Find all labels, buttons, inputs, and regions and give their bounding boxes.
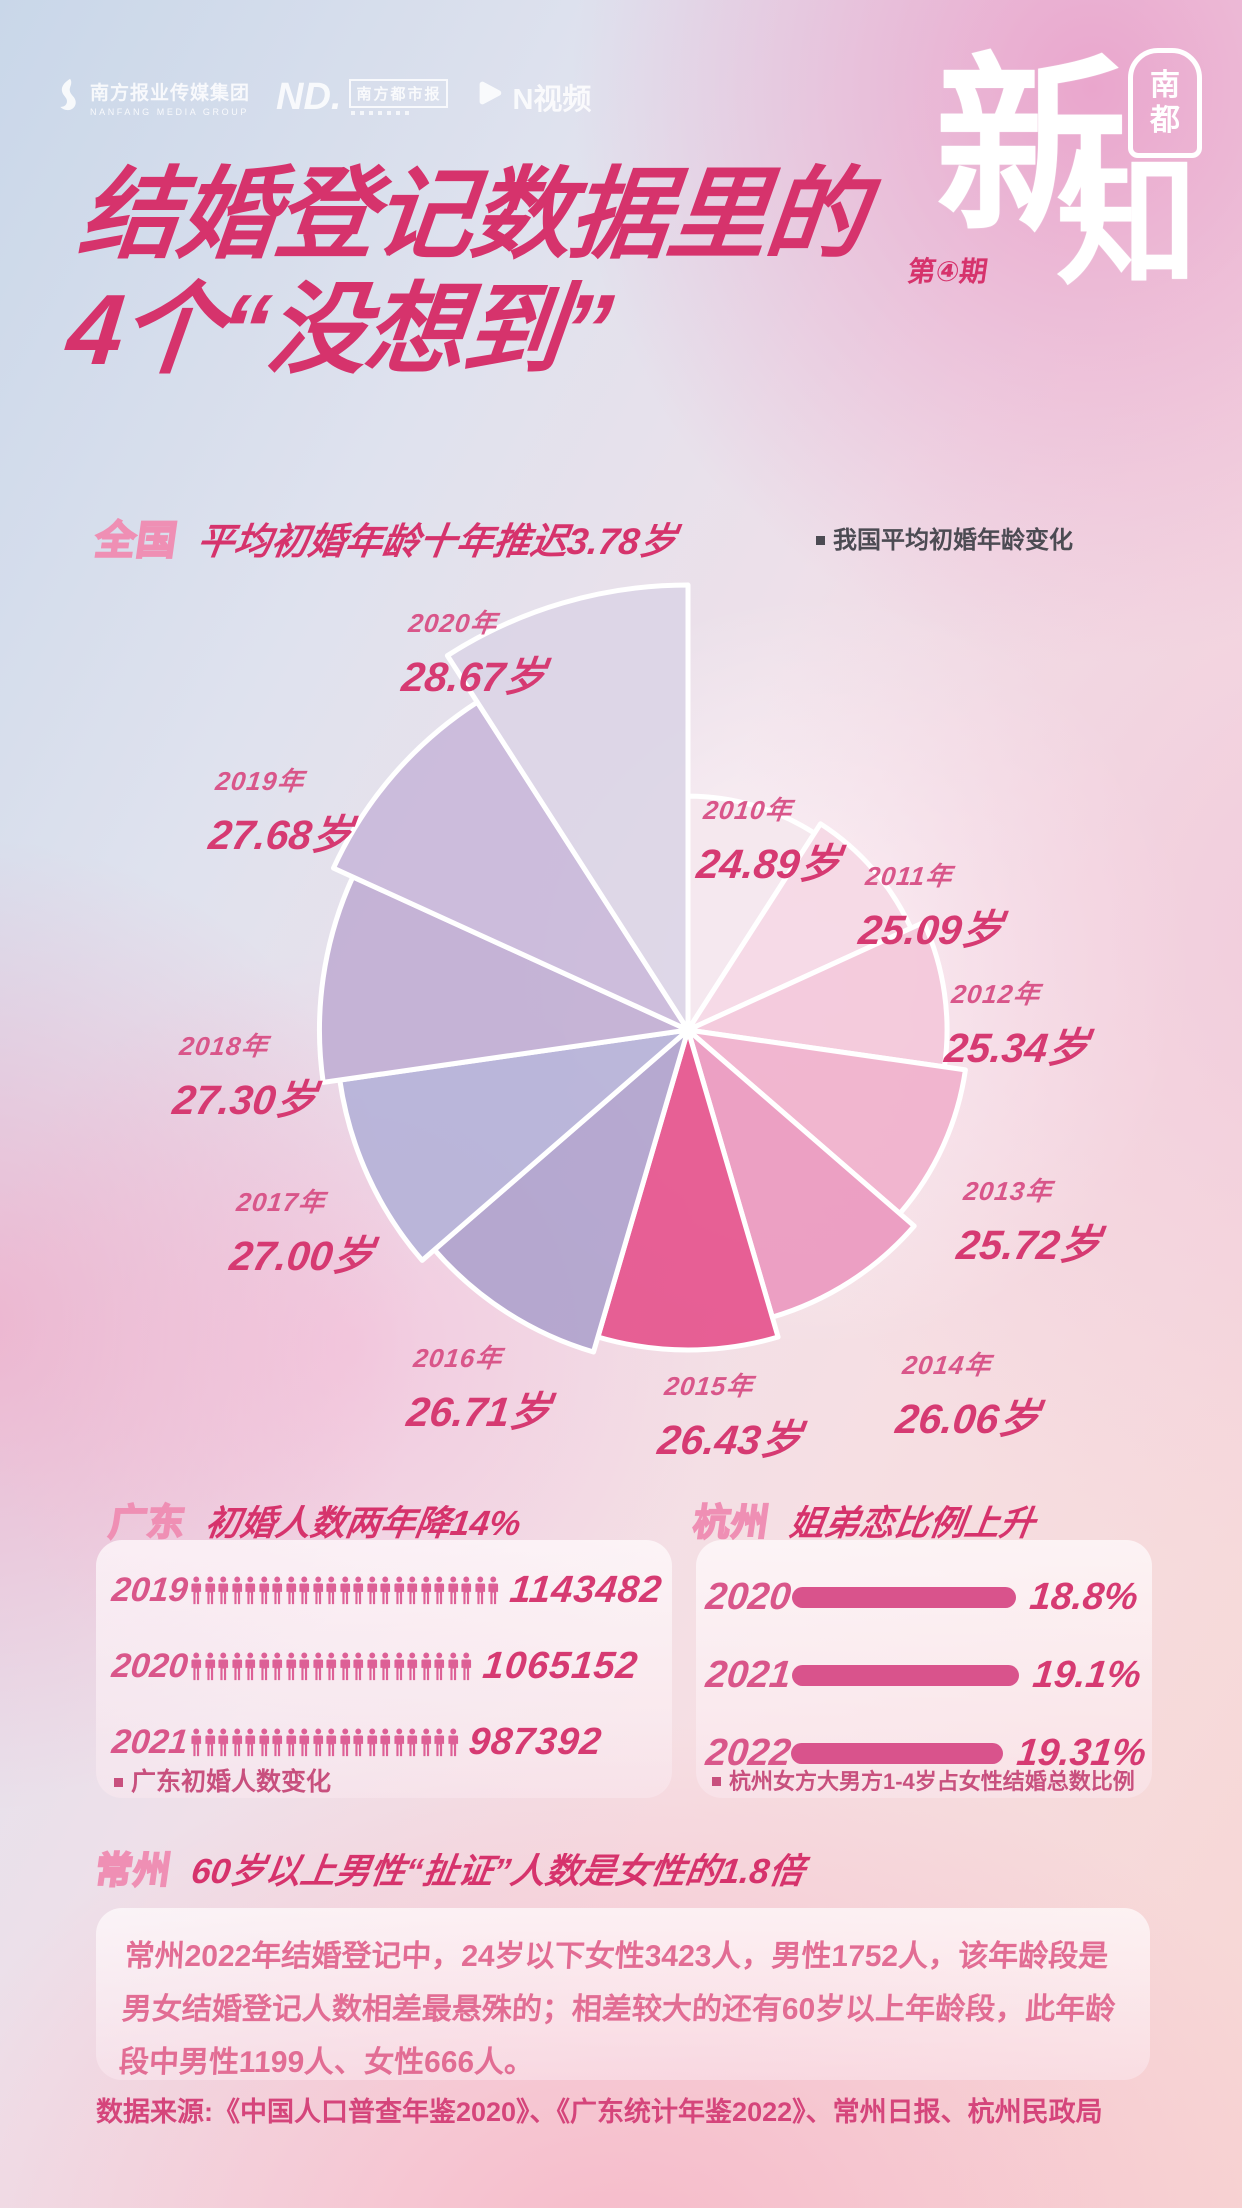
- hangzhou-bar-rows: 2020 18.8% 2021 19.1% 2022 19.31%: [703, 1558, 1148, 1792]
- nvideo-name: N视频: [512, 84, 592, 116]
- changzhou-panel: [96, 1908, 1150, 2080]
- rose-slice-2020年: [444, 582, 691, 1033]
- section-guangdong-header: 广东 初婚人数两年降14%: [106, 1492, 524, 1546]
- ratio-bar: [792, 1586, 1016, 1608]
- ratio-bar: [792, 1664, 1019, 1686]
- region-changzhou: 常州: [92, 1849, 176, 1892]
- rose-label-2010年: 2010年 24.89岁: [694, 795, 844, 887]
- title-line2: 4个“没想到”: [62, 274, 616, 386]
- row-year: 2020: [703, 1575, 793, 1618]
- section-national-header: 全国 平均初婚年龄十年推迟3.78岁: [91, 508, 679, 566]
- section-hangzhou-header: 杭州 姐弟恋比例上升: [690, 1492, 1038, 1546]
- person-icons: [190, 1651, 473, 1681]
- rose-label-2019年: 2019年 27.68岁: [206, 766, 356, 858]
- row-percent: 19.1%: [1030, 1653, 1144, 1696]
- row-year: 2021: [110, 1722, 190, 1761]
- hangzhou-row-2020: 2020 18.8%: [703, 1558, 1146, 1636]
- rose-slice-2017年: [337, 1027, 691, 1263]
- row-year: 2020: [110, 1646, 190, 1685]
- masthead-char-xin: 新: [935, 40, 1127, 255]
- rose-slice-2014年: [685, 1027, 917, 1320]
- guangdong-row-2020: 2020 1065152: [110, 1628, 668, 1704]
- hangzhou-row-2022: 2022 19.31%: [704, 1714, 1148, 1792]
- guangdong-pictogram-rows: 2019 1143482 2020 1065152 2021 987392: [110, 1552, 668, 1780]
- row-value: 987392: [466, 1720, 605, 1763]
- person-icons: [190, 1575, 500, 1605]
- rose-label-2020年: 2020年 28.67岁: [399, 608, 549, 700]
- nandu-badge: 南 都: [1128, 48, 1202, 158]
- rose-label-2012年: 2012年 25.34岁: [942, 979, 1092, 1071]
- nd-abbr: ND.: [276, 76, 342, 118]
- region-guangdong: 广东: [106, 1501, 190, 1544]
- row-value: 1065152: [480, 1644, 640, 1687]
- data-source: 数据来源:《中国人口普查年鉴2020》、《广东统计年鉴2022》、常州日报、杭州…: [96, 2097, 1103, 2127]
- person-icons: [190, 1727, 459, 1757]
- rose-label-2016年: 2016年 26.71岁: [404, 1343, 554, 1435]
- rose-label-2013年: 2013年 25.72岁: [954, 1176, 1104, 1268]
- region-national: 全国: [91, 518, 181, 564]
- headline-changzhou: 60岁以上男性“扯证”人数是女性的1.8倍: [188, 1852, 807, 1891]
- headline-national: 平均初婚年龄十年推迟3.78岁: [194, 521, 680, 562]
- hangzhou-row-2021: 2021 19.1%: [703, 1636, 1146, 1714]
- rose-label-2018年: 2018年 27.30岁: [170, 1031, 320, 1123]
- rose-label-2014年: 2014年 26.06岁: [893, 1350, 1043, 1442]
- row-year: 2019: [110, 1570, 190, 1609]
- issue-number: 第④期: [905, 256, 990, 287]
- xinzhi-masthead: 新 知 南 都: [0, 0, 1242, 320]
- headline-hangzhou: 姐弟恋比例上升: [786, 1504, 1038, 1543]
- rose-slice-2012年: [685, 919, 950, 1070]
- nvideo-logo: N视频: [474, 76, 591, 118]
- chart-note: 我国平均初婚年龄变化: [816, 520, 1073, 555]
- media-group-name: 南方报业传媒集团: [90, 82, 251, 104]
- square-bullet-icon: [816, 536, 825, 545]
- guangdong-row-2021: 2021 987392: [110, 1704, 668, 1780]
- badge-char-bottom: 都: [1150, 104, 1180, 137]
- row-year: 2021: [703, 1653, 793, 1696]
- rose-slice-2010年: [685, 793, 817, 1033]
- flame-icon: [56, 77, 82, 118]
- rose-slice-2016年: [431, 1027, 691, 1355]
- section-changzhou-header: 常州 60岁以上男性“扯证”人数是女性的1.8倍: [92, 1840, 807, 1894]
- headline-guangdong: 初婚人数两年降14%: [202, 1504, 524, 1543]
- square-bullet-icon: [712, 1777, 721, 1786]
- nd-name: 南方都市报: [349, 79, 449, 108]
- nd-tagline-decoration: [349, 111, 448, 115]
- guangdong-row-2019: 2019 1143482: [110, 1552, 668, 1628]
- rose-label-2011年: 2011年 25.09岁: [856, 861, 1006, 953]
- rose-slice-2019年: [331, 699, 691, 1033]
- title-line1: 结婚登记数据里的: [74, 159, 870, 271]
- ratio-bar: [790, 1742, 1004, 1764]
- rose-slice-2015年: [595, 1027, 781, 1353]
- square-bullet-icon: [114, 1778, 123, 1787]
- row-value: 1143482: [507, 1568, 664, 1611]
- media-group-name-en: NANFANG MEDIA GROUP: [90, 106, 249, 117]
- rose-slice-2013年: [685, 1027, 968, 1216]
- rose-label-2015年: 2015年 26.43岁: [655, 1371, 805, 1463]
- nanfang-media-logo: 南方报业传媒集团 NANFANG MEDIA GROUP: [56, 77, 250, 118]
- masthead-char-zhi: 知: [1056, 143, 1198, 302]
- badge-char-top: 南: [1150, 69, 1180, 102]
- logo-bar: 南方报业传媒集团 NANFANG MEDIA GROUP ND. 南方都市报 N…: [56, 76, 591, 118]
- page-title: 结婚登记数据里的 4个“没想到”: [62, 158, 870, 388]
- row-percent: 18.8%: [1027, 1575, 1141, 1618]
- rose-slice-2011年: [685, 821, 914, 1033]
- hangzhou-note: 杭州女方大男方1-4岁占女性结婚总数比例: [712, 1764, 1135, 1796]
- changzhou-body-text: 常州2022年结婚登记中，24岁以下女性3423人，男性1752人，该年龄段是男…: [118, 1940, 1117, 2079]
- guangdong-note: 广东初婚人数变化: [114, 1762, 331, 1798]
- region-hangzhou: 杭州: [690, 1501, 774, 1544]
- play-icon: [474, 78, 504, 116]
- nandu-daily-logo: ND. 南方都市报: [276, 76, 449, 118]
- rose-slice-2018年: [317, 874, 691, 1085]
- rose-label-2017年: 2017年 27.00岁: [227, 1187, 377, 1279]
